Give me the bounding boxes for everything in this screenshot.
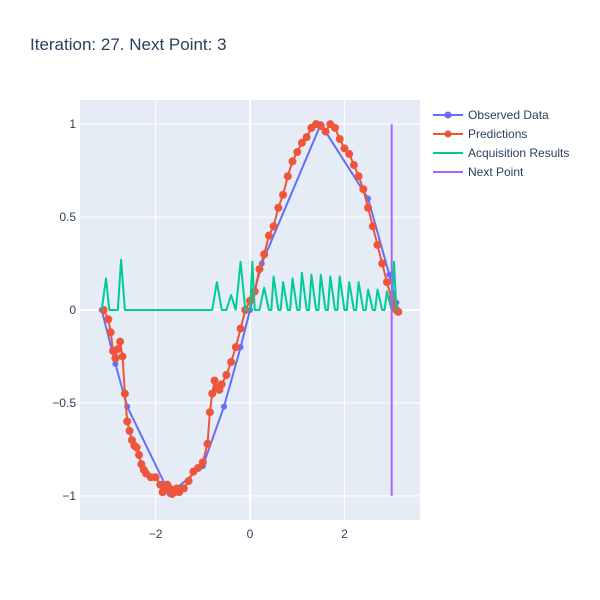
x-tick-label: 0: [247, 527, 254, 541]
legend-item-next-point[interactable]: Next Point: [433, 165, 524, 179]
predictions-point: [269, 222, 278, 231]
predictions-point: [104, 315, 113, 324]
predictions-point: [283, 172, 292, 181]
predictions-point: [288, 157, 297, 166]
legend-swatch-marker: [444, 130, 452, 138]
predictions-point: [208, 389, 217, 398]
x-tick-label: −2: [149, 527, 163, 541]
predictions-point: [331, 123, 339, 132]
predictions-point: [184, 476, 193, 485]
predictions-point: [106, 328, 115, 337]
y-tick-label: 0.5: [59, 210, 76, 224]
legend-label: Next Point: [468, 165, 524, 179]
predictions-point: [279, 190, 288, 199]
predictions-point: [373, 240, 382, 249]
predictions-point: [111, 354, 120, 363]
y-tick-label: −1: [62, 489, 76, 503]
predictions-point: [354, 172, 363, 181]
legend-label: Acquisition Results: [468, 146, 569, 160]
predictions-point: [210, 376, 219, 385]
predictions-point: [340, 144, 349, 153]
y-tick-label: −0.5: [52, 396, 76, 410]
predictions-point: [297, 138, 306, 147]
predictions-point: [205, 408, 214, 417]
legend-label: Observed Data: [468, 108, 549, 122]
observed-data-point: [112, 360, 119, 367]
predictions-point: [302, 133, 311, 142]
predictions-point: [123, 417, 132, 426]
series-acquisition-results: [100, 258, 399, 311]
legend-item-predictions[interactable]: Predictions: [433, 127, 527, 141]
predictions-point: [151, 473, 160, 482]
legend[interactable]: Observed Data Predictions Acquisition Resu…: [433, 108, 569, 179]
predictions-point: [203, 439, 212, 448]
predictions-point: [222, 371, 231, 380]
predictions-point: [132, 443, 141, 452]
predictions-point: [198, 458, 207, 467]
predictions-point: [116, 337, 125, 346]
predictions-point: [364, 203, 373, 212]
acquisition-results-line: [100, 258, 399, 311]
predictions-point: [236, 324, 245, 333]
predictions-point: [345, 149, 354, 158]
predictions-point: [194, 463, 203, 472]
predictions-point: [255, 265, 264, 274]
legend-label: Predictions: [468, 127, 527, 141]
predictions-point: [179, 484, 188, 493]
predictions-point: [368, 222, 377, 231]
predictions-point: [113, 345, 122, 354]
predictions-point: [382, 278, 391, 287]
tick-layer: −2 0 2 −1 −0.5 0 0.5 1: [52, 117, 348, 541]
predictions-point: [264, 231, 273, 240]
legend-item-acquisition-results[interactable]: Acquisition Results: [433, 146, 569, 160]
predictions-point: [359, 185, 368, 194]
predictions-point: [231, 343, 240, 352]
predictions-point: [260, 250, 269, 259]
predictions-point: [120, 389, 129, 398]
predictions-point: [227, 358, 236, 367]
legend-item-observed-data[interactable]: Observed Data: [433, 108, 549, 122]
y-tick-label: 1: [69, 117, 76, 131]
predictions-point: [378, 259, 387, 268]
predictions-point: [135, 450, 144, 459]
series-predictions: [99, 120, 403, 498]
predictions-point: [99, 306, 108, 314]
predictions-point: [274, 203, 283, 212]
predictions-point: [118, 352, 127, 361]
observed-data-point: [221, 403, 228, 410]
x-tick-label: 2: [341, 527, 348, 541]
predictions-point: [217, 380, 226, 389]
predictions-point: [335, 135, 344, 144]
predictions-point: [321, 127, 330, 136]
predictions-point: [125, 426, 134, 435]
y-tick-label: 0: [69, 303, 76, 317]
chart-title: Iteration: 27. Next Point: 3: [30, 35, 227, 54]
predictions-point: [293, 148, 302, 157]
predictions-point: [156, 480, 165, 489]
predictions-point: [316, 122, 325, 131]
series-layer: [98, 120, 403, 498]
predictions-point: [349, 161, 358, 170]
legend-swatch-marker: [444, 111, 452, 119]
